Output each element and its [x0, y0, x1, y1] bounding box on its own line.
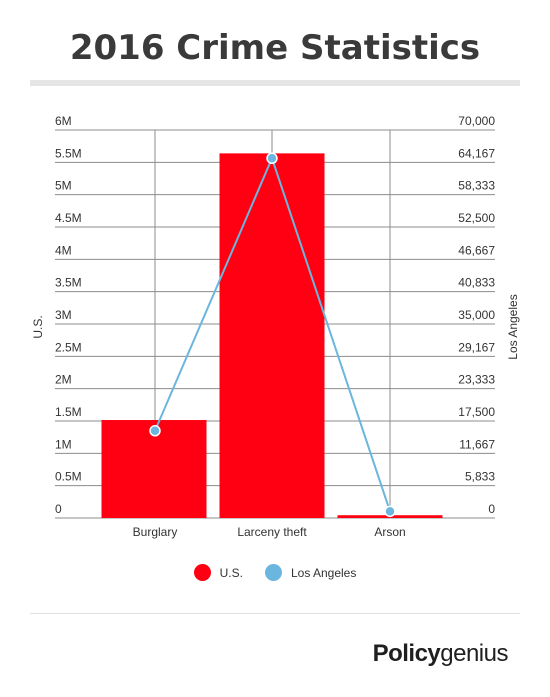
footer-divider: [30, 613, 520, 614]
y-tick-label-right: 70,000: [458, 114, 495, 128]
y-tick-label-left: 5M: [55, 179, 72, 193]
y-tick-label-right: 23,333: [458, 373, 495, 387]
y-tick-label-left: 4M: [55, 243, 72, 257]
y-tick-label-right: 46,667: [458, 243, 495, 257]
legend-label-los-angeles: Los Angeles: [290, 565, 357, 580]
y-tick-label-left: 2.5M: [55, 340, 82, 354]
y-tick-label-left: 1M: [55, 437, 72, 451]
y-tick-label-left: 3.5M: [55, 276, 82, 290]
brand-logo-regular: genius: [440, 640, 508, 667]
y-tick-label-right: 52,500: [458, 211, 495, 225]
y-tick-label-left: 3M: [55, 308, 72, 322]
x-tick-label: Burglary: [133, 525, 178, 539]
y-tick-label-left: 6M: [55, 114, 72, 128]
y-tick-label-left: 2M: [55, 373, 72, 387]
y-tick-label-right: 29,167: [458, 340, 495, 354]
chart-legend: U.S. Los Angeles: [0, 564, 550, 581]
brand-logo: Policygenius: [372, 640, 509, 668]
y-tick-label-left: 0: [55, 502, 62, 516]
bar-us-larceny-theft: [219, 153, 325, 518]
legend-swatch-us: [193, 564, 211, 581]
y-tick-label-right: 5,833: [465, 470, 495, 484]
y-tick-label-left: 4.5M: [55, 211, 82, 225]
chart-title: 2016 Crime Statistics: [69, 28, 481, 68]
legend-swatch-los-angeles: [264, 564, 282, 581]
point-los-angeles-arson: [384, 505, 396, 518]
y-tick-label-left: 0.5M: [55, 470, 82, 484]
crime-chart: 0 0 0.5M 5,833 1M 11,667 1.5M 17,500 2M 23,333 2.5…: [31, 114, 520, 539]
y-tick-label-right: 17,500: [458, 405, 495, 419]
y-axis-title-left: U.S.: [31, 315, 45, 338]
y-axis-title-right: Los Angeles: [506, 294, 520, 359]
y-tick-label-right: 11,667: [459, 437, 495, 451]
point-los-angeles-burglary: [149, 425, 161, 437]
point-los-angeles-larceny-theft: [266, 152, 278, 165]
brand-logo-bold: Policy: [372, 640, 441, 667]
y-tick-label-right: 0: [488, 502, 495, 516]
y-tick-label-right: 58,333: [458, 179, 495, 193]
legend-label-us: U.S.: [219, 565, 243, 580]
x-tick-label: Larceny theft: [237, 525, 307, 539]
y-tick-label-left: 1.5M: [55, 405, 82, 419]
y-tick-label-right: 64,167: [458, 146, 495, 160]
title-divider: [30, 80, 520, 86]
x-tick-label: Arson: [374, 525, 405, 539]
y-tick-label-right: 35,000: [458, 308, 495, 322]
legend-item-los-angeles[interactable]: Los Angeles: [264, 564, 357, 581]
y-tick-label-left: 5.5M: [55, 146, 82, 160]
legend-item-us[interactable]: U.S.: [193, 564, 243, 581]
y-tick-label-right: 40,833: [458, 276, 495, 290]
